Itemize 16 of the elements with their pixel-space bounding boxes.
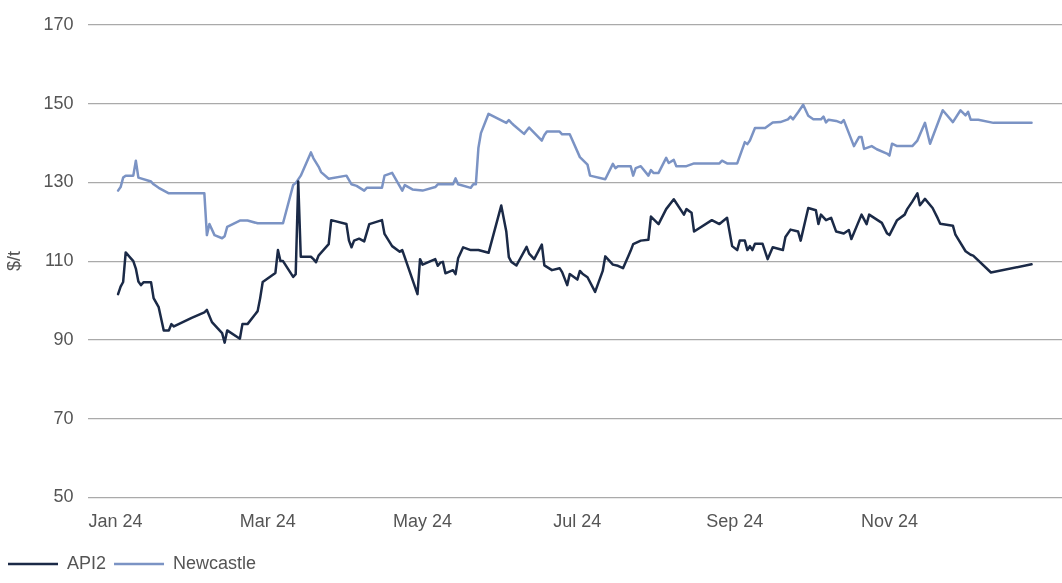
x-tick-label: Jul 24	[553, 511, 602, 532]
y-axis-title: $/t	[3, 251, 24, 272]
y-tick-label: 110	[44, 250, 74, 271]
x-tick-label: Jan 24	[88, 511, 143, 532]
x-tick-label: Mar 24	[239, 511, 296, 532]
x-tick-label: May 24	[393, 511, 453, 532]
legend-label: Newcastle	[173, 552, 257, 573]
y-tick-label: 150	[43, 92, 74, 113]
legend-label: API2	[67, 552, 107, 573]
x-tick-label: Sep 24	[706, 511, 764, 532]
x-tick-label: Nov 24	[860, 511, 918, 532]
y-tick-label: 50	[53, 486, 74, 507]
y-tick-label: 170	[43, 13, 74, 34]
y-tick-label: 90	[53, 328, 74, 349]
y-tick-label: 130	[43, 171, 74, 192]
y-tick-label: 70	[53, 407, 74, 428]
